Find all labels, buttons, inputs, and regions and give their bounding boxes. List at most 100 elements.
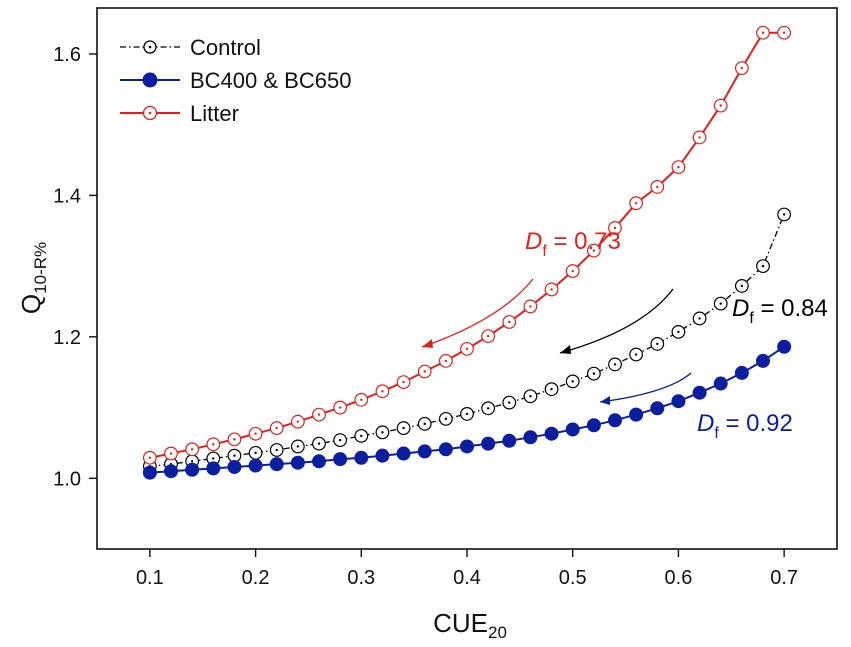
data-point-center-litter [529, 305, 532, 308]
data-point-center-litter [782, 31, 786, 34]
data-point-bc400-bc650 [185, 462, 200, 477]
data-point-center-litter [698, 136, 701, 139]
arrow-litter [421, 278, 534, 348]
legend-label-control: Control [190, 35, 261, 60]
data-point-bc400-bc650 [586, 418, 601, 433]
x-tick-label: 0.3 [347, 567, 375, 589]
legend-item-control: Control [120, 35, 261, 60]
data-point-bc400-bc650 [375, 448, 390, 463]
data-point-center-litter [317, 413, 321, 416]
data-point-center-control [338, 438, 342, 442]
series-bc400-bc650 [142, 339, 792, 480]
data-point-center-control [698, 317, 701, 320]
data-point-center-litter [381, 390, 384, 393]
data-point-bc400-bc650 [417, 444, 432, 459]
data-point-bc400-bc650 [629, 407, 644, 422]
annotation-bc: Df = 0.92 [697, 410, 793, 442]
series-layer [142, 25, 792, 480]
data-point-bc400-bc650 [734, 365, 749, 380]
data-point-bc400-bc650 [354, 450, 369, 465]
data-point-center-control [212, 457, 215, 460]
data-point-bc400-bc650 [142, 465, 157, 480]
data-point-bc400-bc650 [608, 413, 622, 428]
data-point-center-control [254, 451, 257, 455]
data-point-bc400-bc650 [565, 422, 580, 437]
data-point-center-control [360, 434, 363, 438]
series-line-litter [149, 31, 785, 459]
data-point-center-litter [233, 438, 236, 441]
data-point-center-litter [550, 288, 553, 291]
data-point-bc400-bc650 [502, 433, 517, 448]
y-tick-label: 1.0 [53, 468, 81, 490]
data-point-center-control [486, 407, 490, 410]
data-point-center-litter [444, 359, 448, 363]
data-point-center-litter [254, 432, 257, 435]
data-point-bc400-bc650 [248, 458, 263, 473]
series-line-control [149, 214, 785, 467]
data-point-bc400-bc650 [481, 436, 496, 451]
data-point-center-control [381, 431, 384, 434]
data-point-center-litter [338, 406, 342, 409]
data-point-center-litter [148, 456, 152, 459]
data-point-center-control [613, 363, 617, 366]
data-point-center-control [508, 401, 511, 404]
legend-item-bc400-bc650: BC400 & BC650 [120, 68, 351, 93]
data-point-center-control [782, 213, 786, 216]
data-point-center-control [444, 417, 448, 421]
data-point-bc400-bc650 [650, 401, 665, 416]
data-point-bc400-bc650 [333, 452, 348, 467]
data-point-center-litter [613, 226, 617, 230]
data-point-center-litter [634, 201, 638, 205]
data-point-center-litter [402, 380, 405, 384]
series-litter [142, 25, 792, 465]
data-point-center-litter [486, 334, 490, 338]
x-tick-label: 0.7 [770, 567, 798, 589]
data-point-center-litter [719, 104, 722, 107]
annotation-litter: Df = 0.73 [525, 228, 621, 260]
data-point-center-control [571, 380, 574, 383]
data-point-center-litter [360, 398, 363, 401]
data-point-center-litter [190, 448, 194, 451]
data-point-center-control [423, 422, 426, 426]
data-point-center-litter [677, 165, 680, 169]
data-point-center-control [529, 395, 532, 398]
data-point-center-control [233, 454, 236, 457]
data-point-center-litter [296, 420, 300, 423]
data-point-center-litter [592, 249, 596, 252]
data-point-bc400-bc650 [544, 426, 559, 441]
x-tick-label: 0.6 [665, 567, 693, 589]
x-axis: 0.1 0.2 0.3 0.4 0.5 0.6 0.7 [136, 549, 798, 589]
y-axis: 1.0 1.2 1.4 1.6 [53, 44, 97, 490]
data-point-center-litter [571, 269, 574, 273]
x-tick-label: 0.2 [242, 567, 270, 589]
x-tick-label: 0.5 [559, 567, 587, 589]
y-tick-label: 1.4 [53, 185, 81, 207]
data-point-bc400-bc650 [312, 454, 326, 469]
data-point-bc400-bc650 [692, 385, 707, 400]
data-point-bc400-bc650 [206, 461, 221, 476]
data-point-center-litter [423, 370, 426, 373]
data-point-bc400-bc650 [460, 439, 474, 454]
arrow-control-head [560, 345, 571, 354]
data-point-center-litter [212, 443, 215, 446]
data-point-center-control [402, 426, 405, 430]
data-point-center-litter [169, 452, 173, 455]
data-point-center-control [592, 372, 596, 375]
data-point-bc400-bc650 [713, 376, 728, 391]
data-point-center-control [677, 330, 680, 334]
legend-item-litter: Litter [120, 101, 239, 126]
legend-label-litter: Litter [190, 101, 239, 126]
data-point-bc400-bc650 [396, 446, 411, 461]
data-point-center-control [296, 445, 300, 448]
data-point-center-control [740, 284, 744, 288]
legend: Control BC400 & BC650 Litter [120, 35, 351, 126]
data-point-center-control [190, 460, 194, 463]
data-point-center-control [761, 264, 765, 268]
data-point-bc400-bc650 [438, 442, 453, 457]
x-axis-title: CUE20 [433, 608, 507, 642]
data-point-center-control [275, 448, 278, 452]
data-point-bc400-bc650 [269, 457, 284, 472]
y-tick-label: 1.2 [53, 327, 81, 349]
y-tick-label: 1.6 [53, 44, 81, 66]
